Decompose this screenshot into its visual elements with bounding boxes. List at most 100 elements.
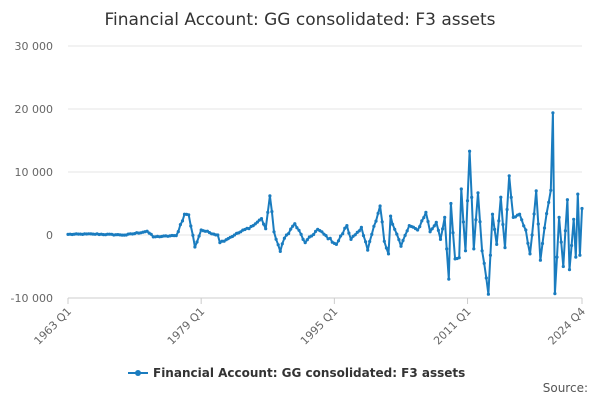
data-point[interactable] bbox=[416, 228, 420, 232]
data-point[interactable] bbox=[449, 201, 453, 206]
data-point[interactable] bbox=[488, 253, 492, 257]
data-point[interactable] bbox=[497, 219, 501, 223]
data-point[interactable] bbox=[534, 189, 538, 193]
data-point[interactable] bbox=[253, 222, 257, 226]
data-point[interactable] bbox=[287, 232, 291, 236]
data-point[interactable] bbox=[328, 236, 332, 240]
data-point[interactable] bbox=[482, 261, 486, 265]
data-point[interactable] bbox=[334, 242, 338, 246]
data-point[interactable] bbox=[490, 212, 495, 216]
data-point[interactable] bbox=[420, 219, 424, 223]
data-point[interactable] bbox=[522, 224, 526, 228]
data-point[interactable] bbox=[434, 220, 438, 224]
data-point[interactable] bbox=[465, 199, 470, 203]
data-point[interactable] bbox=[561, 264, 565, 269]
data-point[interactable] bbox=[542, 226, 547, 230]
data-point[interactable] bbox=[149, 232, 153, 236]
data-point[interactable] bbox=[191, 233, 195, 237]
data-point[interactable] bbox=[565, 198, 570, 202]
data-point[interactable] bbox=[545, 212, 549, 216]
data-point[interactable] bbox=[559, 240, 563, 244]
data-point[interactable] bbox=[378, 204, 382, 208]
data-point[interactable] bbox=[189, 224, 193, 228]
data-point[interactable] bbox=[299, 232, 303, 236]
data-point[interactable] bbox=[341, 232, 345, 236]
data-point[interactable] bbox=[180, 219, 185, 223]
data-point[interactable] bbox=[463, 249, 468, 253]
data-point[interactable] bbox=[391, 222, 395, 226]
data-point[interactable] bbox=[472, 247, 476, 251]
data-point[interactable] bbox=[503, 246, 507, 250]
data-point[interactable] bbox=[197, 234, 201, 238]
data-point[interactable] bbox=[547, 200, 551, 204]
data-point[interactable] bbox=[557, 215, 561, 219]
data-point[interactable] bbox=[359, 225, 363, 229]
data-point[interactable] bbox=[297, 228, 301, 232]
data-point[interactable] bbox=[520, 218, 524, 222]
data-point[interactable] bbox=[145, 229, 149, 233]
data-point[interactable] bbox=[430, 227, 434, 231]
data-point[interactable] bbox=[264, 227, 268, 231]
data-point[interactable] bbox=[422, 216, 426, 220]
data-point[interactable] bbox=[270, 210, 274, 214]
data-point[interactable] bbox=[282, 236, 286, 240]
data-point[interactable] bbox=[174, 234, 178, 238]
data-point[interactable] bbox=[374, 219, 378, 223]
data-point[interactable] bbox=[397, 238, 401, 242]
data-point[interactable] bbox=[405, 229, 409, 233]
data-point[interactable] bbox=[432, 224, 436, 228]
data-point[interactable] bbox=[476, 191, 480, 195]
legend[interactable]: Financial Account: GG consolidated: F3 a… bbox=[128, 366, 465, 380]
data-point[interactable] bbox=[524, 228, 528, 232]
data-point[interactable] bbox=[576, 192, 580, 196]
data-point[interactable] bbox=[478, 220, 482, 224]
data-point[interactable] bbox=[530, 233, 534, 237]
data-point[interactable] bbox=[480, 249, 484, 253]
data-point[interactable] bbox=[578, 253, 582, 257]
data-point[interactable] bbox=[399, 244, 403, 248]
data-point[interactable] bbox=[187, 213, 191, 217]
data-point[interactable] bbox=[368, 239, 372, 244]
data-point[interactable] bbox=[443, 215, 447, 219]
data-point[interactable] bbox=[484, 276, 488, 280]
data-point[interactable] bbox=[372, 224, 376, 228]
data-point[interactable] bbox=[549, 188, 553, 192]
data-point[interactable] bbox=[570, 243, 574, 248]
data-point[interactable] bbox=[474, 218, 478, 222]
data-point[interactable] bbox=[505, 207, 509, 212]
data-point[interactable] bbox=[178, 223, 182, 227]
data-point[interactable] bbox=[536, 222, 540, 226]
data-point[interactable] bbox=[553, 292, 557, 296]
data-point[interactable] bbox=[312, 232, 316, 237]
data-point[interactable] bbox=[395, 232, 399, 236]
data-point[interactable] bbox=[403, 233, 407, 237]
data-point[interactable] bbox=[551, 111, 555, 115]
data-point[interactable] bbox=[572, 217, 576, 221]
data-point[interactable] bbox=[366, 248, 370, 252]
data-point[interactable] bbox=[459, 187, 463, 191]
data-point[interactable] bbox=[268, 194, 272, 198]
data-point[interactable] bbox=[303, 241, 307, 245]
data-point[interactable] bbox=[428, 230, 432, 234]
data-point[interactable] bbox=[509, 195, 513, 199]
data-point[interactable] bbox=[336, 239, 341, 243]
data-point[interactable] bbox=[526, 241, 530, 245]
data-point[interactable] bbox=[353, 233, 357, 237]
data-point[interactable] bbox=[540, 241, 545, 246]
data-point[interactable] bbox=[538, 258, 543, 262]
data-point[interactable] bbox=[518, 212, 522, 216]
data-point[interactable] bbox=[324, 234, 328, 238]
data-point[interactable] bbox=[438, 237, 443, 241]
data-point[interactable] bbox=[493, 227, 497, 231]
data-point[interactable] bbox=[370, 232, 374, 236]
data-point[interactable] bbox=[343, 226, 347, 230]
data-point[interactable] bbox=[255, 220, 259, 224]
data-point[interactable] bbox=[580, 206, 584, 211]
data-point[interactable] bbox=[259, 217, 264, 221]
data-point[interactable] bbox=[389, 214, 393, 218]
data-point[interactable] bbox=[445, 247, 449, 251]
data-point[interactable] bbox=[349, 237, 353, 241]
data-point[interactable] bbox=[376, 211, 380, 215]
data-point[interactable] bbox=[216, 233, 220, 237]
data-point[interactable] bbox=[426, 219, 430, 224]
